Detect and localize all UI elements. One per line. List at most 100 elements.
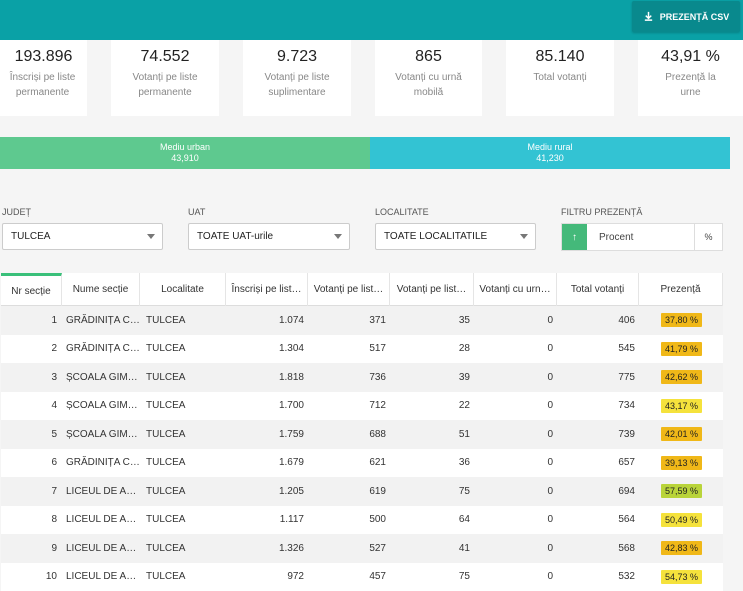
- table-row[interactable]: 7 LICEUL DE A… TULCEA 1.205 619 75 0 694 57,59 %: [1, 477, 723, 506]
- inscrisi-cell: 1.304: [278, 343, 304, 355]
- stat-card-votanti-suplimentare: 9.723 Votanți pe liste suplimentare: [243, 40, 351, 116]
- table-row[interactable]: 9 LICEUL DE A… TULCEA 1.326 527 41 0 568 42,83 %: [1, 534, 723, 563]
- mediu-rural-bar: Mediu rural 41,230: [370, 137, 730, 169]
- votanti-permanente-cell: 621: [369, 457, 386, 469]
- download-icon: [644, 11, 652, 21]
- csv-button-label: PREZENȚĂ CSV: [659, 11, 730, 22]
- column-header[interactable]: Total votanți: [557, 273, 639, 306]
- prezenta-csv-button[interactable]: PREZENȚĂ CSV: [632, 1, 740, 32]
- stat-label: Votanți cu urnă mobilă: [395, 72, 462, 98]
- caret-down-icon: [147, 234, 155, 239]
- column-header[interactable]: Votanți pe list…: [308, 273, 390, 306]
- prezenta-badge: 37,80 %: [661, 313, 703, 328]
- prezenta-badge: 54,73 %: [661, 569, 703, 584]
- votanti-suplimentare-cell: 22: [458, 400, 470, 412]
- inscrisi-cell: 1.205: [278, 485, 304, 497]
- votanti-suplimentare-cell: 28: [458, 343, 470, 355]
- inscrisi-cell: 1.700: [278, 400, 304, 412]
- sort-direction-button[interactable]: ↑: [562, 224, 587, 250]
- nume-sectie-cell: LICEUL DE A…: [66, 571, 137, 583]
- nr-sectie-cell: 7: [51, 485, 57, 497]
- localitate-cell: TULCEA: [146, 314, 186, 326]
- prezenta-cell: 42,62 %: [661, 363, 723, 392]
- nume-sectie-cell: GRĂDINIȚA C…: [66, 343, 140, 355]
- localitate-value: TOATE LOCALITATILE: [384, 231, 488, 242]
- table-row[interactable]: 2 GRĂDINIȚA C… TULCEA 1.304 517 28 0 545 41,79 %: [1, 334, 723, 364]
- total-votanti-cell: 545: [618, 343, 635, 355]
- percent-suffix: %: [694, 224, 722, 250]
- total-votanti-cell: 568: [618, 542, 635, 554]
- nume-sectie-cell: GRĂDINIȚA C…: [66, 314, 140, 326]
- votanti-urna-mobila-cell: 0: [547, 485, 553, 497]
- stat-value: 9.723: [276, 48, 318, 65]
- localitate-cell: TULCEA: [146, 400, 186, 412]
- table-row[interactable]: 6 GRĂDINIȚA C… TULCEA 1.679 621 36 0 657 39,13 %: [1, 448, 723, 477]
- inscrisi-cell: 1.679: [278, 457, 304, 469]
- total-votanti-cell: 775: [618, 371, 635, 383]
- prezenta-badge: 43,17 %: [661, 398, 703, 413]
- votanti-permanente-cell: 517: [369, 343, 386, 355]
- stat-label: Total votanți: [533, 72, 587, 83]
- inscrisi-cell: 1.818: [278, 371, 304, 383]
- nr-sectie-cell: 3: [51, 371, 57, 383]
- localitate-cell: TULCEA: [146, 542, 186, 554]
- votanti-urna-mobila-cell: 0: [547, 428, 553, 440]
- uat-label: UAT: [188, 207, 206, 217]
- votanti-urna-mobila-cell: 0: [547, 371, 553, 383]
- votanti-permanente-cell: 712: [369, 400, 386, 412]
- column-header[interactable]: Localitate: [140, 273, 226, 306]
- prezenta-cell: 42,01 %: [661, 420, 723, 449]
- stat-value: 85.140: [535, 48, 585, 65]
- inscrisi-cell: 1.074: [278, 314, 304, 326]
- column-header[interactable]: Nume secție: [62, 273, 140, 306]
- prezenta-badge: 57,59 %: [661, 484, 703, 499]
- table-row[interactable]: 4 ȘCOALA GIM… TULCEA 1.700 712 22 0 734 43,17 %: [1, 391, 723, 421]
- filtru-prezenta-label: FILTRU PREZENȚĂ: [561, 207, 643, 217]
- nr-sectie-cell: 5: [51, 428, 57, 440]
- nume-sectie-cell: ȘCOALA GIM…: [66, 428, 138, 440]
- prezenta-cell: 43,17 %: [661, 392, 723, 421]
- stat-value: 74.552: [140, 48, 190, 65]
- uat-select[interactable]: TOATE UAT-urile: [188, 223, 350, 250]
- total-votanti-cell: 532: [618, 571, 635, 583]
- votanti-permanente-cell: 500: [369, 514, 386, 526]
- votanti-suplimentare-cell: 75: [458, 485, 470, 497]
- votanti-suplimentare-cell: 39: [458, 371, 470, 383]
- total-votanti-cell: 739: [618, 428, 635, 440]
- table-row[interactable]: 8 LICEUL DE A… TULCEA 1.117 500 64 0 564 50,49 %: [1, 505, 723, 534]
- localitate-cell: TULCEA: [146, 571, 186, 583]
- column-header[interactable]: Prezență: [639, 273, 723, 306]
- prezenta-badge: 42,01 %: [661, 427, 703, 442]
- procent-placeholder: Procent: [599, 231, 634, 243]
- column-header[interactable]: Nr secție: [1, 273, 62, 306]
- stat-label: Votanți pe liste permanente: [132, 72, 198, 98]
- judet-select[interactable]: TULCEA: [2, 223, 163, 250]
- column-header[interactable]: Votanți pe list…: [390, 273, 474, 306]
- prezenta-cell: 41,79 %: [661, 335, 723, 364]
- uat-value: TOATE UAT-urile: [197, 231, 274, 242]
- nume-sectie-cell: LICEUL DE A…: [66, 485, 137, 497]
- table-row[interactable]: 10 LICEUL DE A… TULCEA 972 457 75 0 532 54,73 %: [1, 562, 723, 591]
- votanti-permanente-cell: 371: [369, 314, 386, 326]
- stat-label: Înscriși pe liste permanente: [9, 72, 76, 98]
- stat-card-votanti-permanente: 74.552 Votanți pe liste permanente: [111, 40, 219, 116]
- column-header[interactable]: Înscriși pe list…: [226, 273, 308, 306]
- nr-sectie-cell: 8: [51, 514, 57, 526]
- table-row[interactable]: 5 ȘCOALA GIM… TULCEA 1.759 688 51 0 739 42,01 %: [1, 420, 723, 449]
- table-row[interactable]: 1 GRĂDINIȚA C… TULCEA 1.074 371 35 0 406 37,80 %: [1, 306, 723, 335]
- prezenta-badge: 42,83 %: [661, 541, 703, 556]
- table-body: 1 GRĂDINIȚA C… TULCEA 1.074 371 35 0 406 37,80 %…: [1, 306, 723, 591]
- procent-input[interactable]: Procent: [587, 224, 694, 250]
- votanti-urna-mobila-cell: 0: [547, 343, 553, 355]
- votanti-permanente-cell: 736: [369, 371, 386, 383]
- total-votanti-cell: 734: [618, 400, 635, 412]
- localitate-select[interactable]: TOATE LOCALITATILE: [375, 223, 536, 250]
- inscrisi-cell: 1.326: [278, 542, 304, 554]
- nume-sectie-cell: ȘCOALA GIM…: [66, 400, 138, 412]
- nume-sectie-cell: LICEUL DE A…: [66, 514, 137, 526]
- column-header[interactable]: Votanți cu urn…: [474, 273, 557, 306]
- judet-value: TULCEA: [11, 231, 51, 242]
- stat-value: 865: [415, 48, 442, 65]
- table-row[interactable]: 3 ȘCOALA GIM… TULCEA 1.818 736 39 0 775 42,62 %: [1, 363, 723, 392]
- mediu-rural-value: 41,230: [536, 153, 564, 163]
